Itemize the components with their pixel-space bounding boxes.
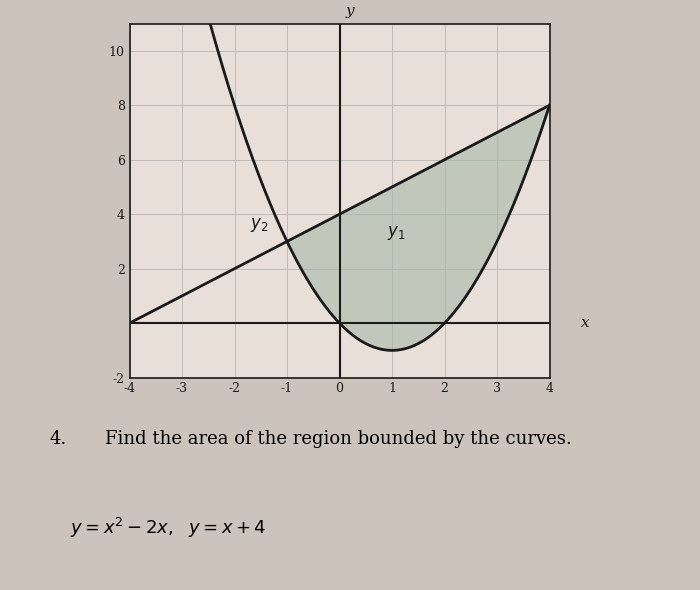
Text: y: y [346, 4, 354, 18]
Text: x: x [581, 316, 589, 330]
Text: $y = x^2 - 2x,\ \ y = x + 4$: $y = x^2 - 2x,\ \ y = x + 4$ [70, 516, 266, 540]
Text: Find the area of the region bounded by the curves.: Find the area of the region bounded by t… [105, 430, 572, 448]
Text: 4.: 4. [49, 430, 66, 448]
Text: $y_2$: $y_2$ [251, 216, 269, 234]
Text: $y_1$: $y_1$ [386, 224, 405, 242]
